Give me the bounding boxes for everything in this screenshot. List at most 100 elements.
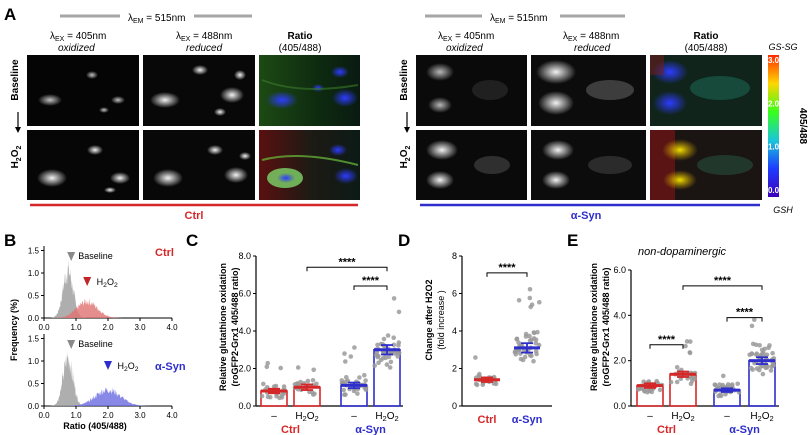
ytick-label: 8.0 xyxy=(238,251,251,261)
group-label-asyn: α-Syn xyxy=(729,424,760,435)
panel-d-ylabel2: (fold increase ) xyxy=(436,290,446,350)
data-point xyxy=(768,368,774,373)
ytick-label: 4.0 xyxy=(613,310,626,320)
data-point xyxy=(273,383,279,389)
ratio-label-asyn: Ratio xyxy=(694,31,719,42)
lambda-em-asyn: λEM = 515nm xyxy=(490,13,547,25)
colorbar-ticks: 3.0 2.0 1.0 0.0 xyxy=(768,56,780,195)
xtick-label: H2O2 xyxy=(295,411,318,423)
ytick-label: 8 xyxy=(452,251,457,261)
ytick-label: 4.0 xyxy=(238,326,251,336)
panel-b-ytick-label: 0.5 xyxy=(28,380,40,389)
img-ctrl-ox-base xyxy=(27,55,139,126)
data-point xyxy=(757,343,762,348)
ratio-label-ctrl: Ratio xyxy=(288,31,313,42)
row-h2o2-ctrl: H2O2 xyxy=(10,145,23,168)
ytick-label: 6.0 xyxy=(613,265,626,275)
panel-c-ylabel: Relative glutathione oxidation xyxy=(218,263,228,391)
panel-b-xtick-label: 1.0 xyxy=(70,323,82,332)
panel-b-h2o2-label: H2O2 xyxy=(117,361,138,373)
data-point xyxy=(527,353,533,358)
panel-b-xtick-label: 0.0 xyxy=(38,411,50,420)
data-point xyxy=(305,378,311,384)
panel-b-ytick-label: 0.5 xyxy=(28,292,40,301)
panel-b-hist-baseline xyxy=(45,259,96,318)
data-point xyxy=(536,342,542,348)
xtick-label: H2O2 xyxy=(750,411,773,423)
xtick-label: – xyxy=(271,411,277,422)
img-ctrl-ox-h2o2 xyxy=(27,130,139,200)
ratio-sub-asyn: (405/488) xyxy=(685,43,728,54)
data-point xyxy=(362,385,368,391)
data-point xyxy=(668,379,674,385)
data-point xyxy=(534,351,539,357)
data-point xyxy=(396,350,402,356)
sig-bracket xyxy=(486,272,528,277)
data-point xyxy=(518,356,524,362)
col-reduced-asyn: λEX = 488nm xyxy=(563,31,619,43)
data-point xyxy=(688,381,694,387)
oxidized-label-asyn: oxidized xyxy=(446,43,483,54)
colorbar-tick-label: 1.0 xyxy=(768,143,780,152)
data-point xyxy=(522,354,528,360)
ytick-label: 0.0 xyxy=(613,401,626,411)
data-point xyxy=(281,384,287,389)
data-point xyxy=(265,360,271,366)
ytick-label: 2.0 xyxy=(613,356,626,366)
data-point xyxy=(674,365,680,370)
panel-d-ylabel: Change after H2O2 xyxy=(424,279,434,360)
data-point xyxy=(512,349,518,355)
colorbar-gradient xyxy=(768,55,779,197)
sig-bracket xyxy=(353,285,388,290)
col-oxidized-asyn: λEX = 405nm xyxy=(438,31,494,43)
data-point xyxy=(396,309,402,315)
data-point xyxy=(527,287,533,292)
sig-bracket xyxy=(682,285,763,290)
data-point xyxy=(752,317,757,323)
panel-b-xtick-label: 0.0 xyxy=(38,323,50,332)
data-point xyxy=(309,389,315,395)
data-point xyxy=(396,343,401,348)
data-point xyxy=(754,366,760,371)
data-point xyxy=(527,333,532,339)
data-point xyxy=(687,350,693,355)
data-point xyxy=(721,373,726,379)
data-point xyxy=(259,393,265,399)
panel-b-hist-baseline xyxy=(45,351,96,406)
img-ctrl-red-h2o2 xyxy=(143,130,255,200)
data-point xyxy=(674,379,680,385)
ytick-label: 6.0 xyxy=(238,289,251,299)
data-point xyxy=(372,363,378,368)
data-point xyxy=(537,300,542,305)
sig-label: **** xyxy=(362,275,380,287)
asyn-group-label: α-Syn xyxy=(571,210,602,222)
xtick-label: H2O2 xyxy=(375,411,398,423)
img-asyn-ox-h2o2 xyxy=(416,130,527,200)
data-point xyxy=(712,382,718,388)
panel-b-baseline-label: Baseline xyxy=(78,251,113,261)
data-point xyxy=(683,343,688,349)
panel-a-label: A xyxy=(4,5,16,24)
sig-label: **** xyxy=(338,256,356,268)
panel-b-baseline-label: Baseline xyxy=(78,339,113,349)
xtick-label: – xyxy=(351,411,357,422)
data-point xyxy=(357,375,362,380)
panel-b-hist-h2o2 xyxy=(53,387,172,406)
data-point xyxy=(527,295,533,301)
ctrl-group-label: Ctrl xyxy=(185,210,204,222)
data-point xyxy=(523,331,529,337)
panel-b-h2o2-label: H2O2 xyxy=(97,277,118,289)
panel-b-ytick-label: 0.0 xyxy=(28,314,40,323)
data-point xyxy=(265,394,271,400)
ytick-label: 0.0 xyxy=(238,401,251,411)
data-point xyxy=(516,298,522,303)
data-point xyxy=(355,391,360,396)
ratio-sub-ctrl: (405/488) xyxy=(279,43,322,54)
panel-b-ytick-label: 1.0 xyxy=(28,269,40,278)
data-point xyxy=(264,364,270,370)
panel-b-asyn-label: α-Syn xyxy=(155,361,186,373)
data-point xyxy=(388,359,394,365)
data-point xyxy=(385,333,391,338)
